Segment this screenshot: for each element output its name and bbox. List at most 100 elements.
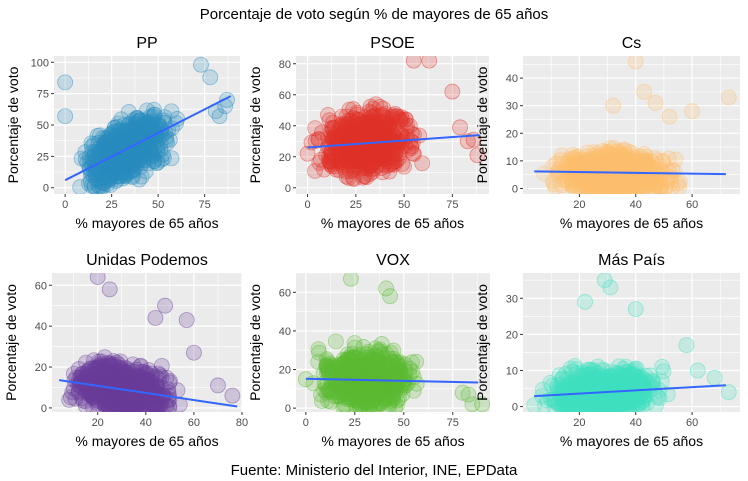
data-point [356,168,373,185]
data-point [362,98,379,115]
trend-line [64,95,232,182]
data-point [383,156,400,173]
data-point [405,56,422,69]
x-axis-label: % mayores de 65 años [560,433,703,449]
panel-title: PP [136,35,157,52]
data-point [109,168,126,185]
data-point [90,134,107,151]
data-point [374,164,391,181]
data-point [610,155,627,172]
data-point [96,160,113,177]
data-point [131,171,148,188]
data-point [337,163,354,180]
data-point [128,147,145,164]
data-point [375,125,392,142]
data-point [452,119,468,136]
data-point [386,127,403,144]
data-point [142,143,158,160]
data-point [128,146,144,163]
data-point [359,147,376,164]
data-point [124,154,141,171]
data-point [375,100,392,117]
data-point [397,111,414,128]
data-point [132,142,149,159]
data-point [367,129,384,146]
data-point [108,159,125,176]
data-point [369,120,385,137]
data-point [627,56,644,70]
data-point [385,142,402,159]
data-point [99,176,115,193]
data-point [393,109,410,126]
x-tick-label: 20 [92,417,104,429]
data-point [117,164,133,181]
data-point [369,122,386,139]
data-point [365,123,382,140]
data-point [98,133,115,150]
data-point [94,166,111,183]
data-point [129,144,146,161]
data-point [339,120,356,137]
data-point [358,141,375,158]
data-point [98,161,115,178]
data-point [324,146,341,163]
data-point [373,119,390,136]
data-point [544,377,561,394]
data-point [324,120,341,136]
data-point [382,119,399,136]
data-point [132,159,149,176]
data-point [124,147,141,164]
data-point [96,165,113,182]
y-tick-label: 0 [41,403,47,415]
data-point [341,146,357,163]
data-point [328,161,344,178]
data-point [299,145,316,162]
data-point [358,146,374,163]
data-point [95,137,112,154]
data-point [135,145,152,162]
y-axis-label: Porcentaje de voto [247,66,263,183]
data-point [378,119,395,136]
figure-caption: Fuente: Ministerio del Interior, INE, EP… [231,462,518,479]
data-point [98,165,114,182]
data-point [367,136,384,153]
y-tick-label: 20 [506,128,518,140]
data-point [345,101,362,117]
data-point [142,117,159,134]
data-point [136,112,153,129]
data-point [346,146,363,163]
data-point [105,161,122,178]
data-point [630,397,647,412]
data-point [338,148,355,165]
y-axis-label: Porcentaje de voto [5,66,21,183]
data-point [134,121,151,138]
data-point [99,131,115,147]
data-point [363,133,379,150]
data-point [352,156,369,173]
data-point [346,144,363,161]
data-point [351,118,367,134]
data-point [343,145,360,162]
data-point [346,127,362,144]
data-point [536,165,552,182]
y-tick-label: 20 [279,152,291,164]
y-tick-label: 20 [279,365,291,377]
data-point [384,110,401,127]
data-point [340,151,357,168]
data-point [97,135,114,152]
data-point [118,156,135,173]
data-point [342,273,359,287]
data-point [340,112,357,129]
data-point [343,123,360,140]
x-tick-label: 40 [630,417,642,429]
y-tick-label: 60 [279,287,291,299]
data-point [307,163,323,179]
x-axis-label: % mayores de 65 años [75,433,218,449]
data-point [333,146,350,163]
data-point [138,119,155,136]
data-point [91,145,108,162]
data-point [359,145,376,162]
data-point [118,152,135,169]
data-point [374,122,390,139]
data-point [335,125,352,142]
